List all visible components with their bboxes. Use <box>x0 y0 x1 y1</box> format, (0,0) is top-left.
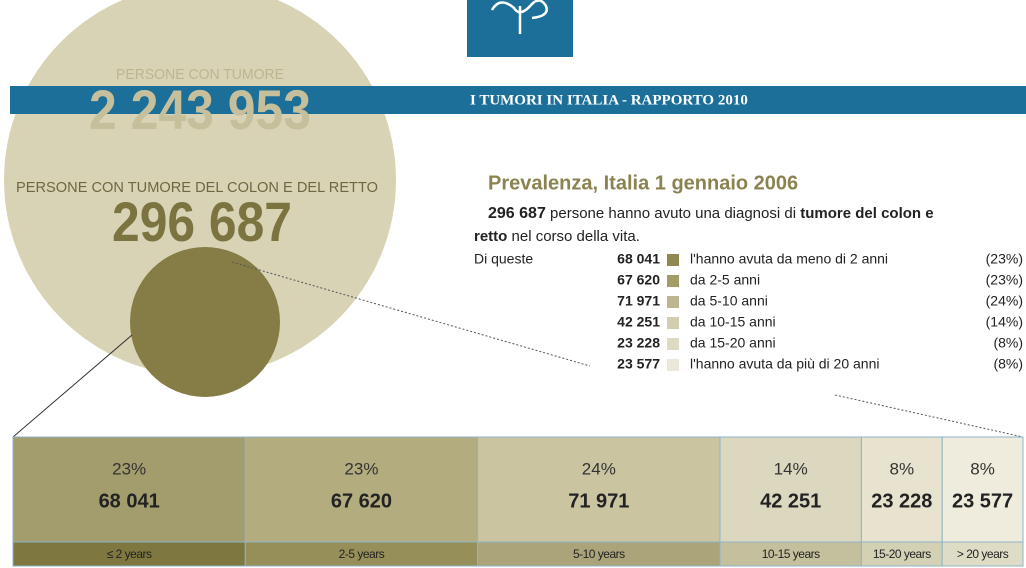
segment <box>12 436 246 543</box>
row-label: l'hanno avuta da più di 20 anni <box>690 356 880 372</box>
colon-circle <box>130 247 280 397</box>
segment-count: 23 577 <box>952 490 1013 512</box>
segment <box>477 436 721 543</box>
row-label: da 5-10 anni <box>690 293 768 309</box>
row-swatch <box>667 296 679 308</box>
lead: Di queste <box>474 251 533 267</box>
total-value: 2 243 953 <box>89 78 311 141</box>
row-swatch <box>667 359 679 371</box>
row-count: 42 251 <box>617 314 660 330</box>
row-swatch <box>667 338 679 350</box>
segment <box>860 436 943 543</box>
segment <box>244 436 479 543</box>
row-swatch <box>667 317 679 329</box>
segment-pct: 23% <box>112 459 146 478</box>
row-count: 68 041 <box>617 251 660 267</box>
row-count: 71 971 <box>617 293 660 309</box>
row-pct: (14%) <box>986 314 1023 330</box>
row-pct: (23%) <box>986 251 1023 267</box>
segment-foot <box>477 541 721 567</box>
segment-pct: 23% <box>344 459 378 478</box>
summary-title: Prevalenza, Italia 1 gennaio 2006 <box>488 172 798 194</box>
segment <box>941 436 1024 543</box>
colon-value: 296 687 <box>112 190 292 253</box>
segment-count: 23 228 <box>871 490 932 512</box>
banner <box>10 86 1026 114</box>
row-label: da 10-15 anni <box>690 314 776 330</box>
row-label: da 15-20 anni <box>690 335 776 351</box>
row-swatch <box>667 275 679 287</box>
row-label: l'hanno avuta da meno di 2 anni <box>690 251 888 267</box>
segment-range: 2-5 years <box>339 547 385 561</box>
segment-range: ≤ 2 years <box>107 547 152 561</box>
row-pct: (8%) <box>993 335 1023 351</box>
segment-count: 68 041 <box>99 490 160 512</box>
segment-pct: 14% <box>774 459 808 478</box>
summary-text: 296 687 persone hanno avuto una diagnosi… <box>488 205 934 222</box>
segment-pct: 24% <box>582 459 616 478</box>
colon-label: PERSONE CON TUMORE DEL COLON E DEL RETTO <box>16 179 378 196</box>
segment-range: 15-20 years <box>873 547 931 561</box>
segment-foot <box>941 541 1024 567</box>
summary-text: retto nel corso della vita. <box>474 228 640 245</box>
row-pct: (24%) <box>986 293 1023 309</box>
row-count: 23 228 <box>617 335 660 351</box>
segment-foot <box>244 541 479 567</box>
segment <box>719 436 862 543</box>
segment-pct: 8% <box>890 459 915 478</box>
logo-mark <box>490 0 548 34</box>
segment-count: 67 620 <box>331 490 392 512</box>
total-label: PERSONE CON TUMORE <box>116 66 284 83</box>
segment-count: 71 971 <box>568 490 629 512</box>
segment-range: 10-15 years <box>762 547 820 561</box>
row-count: 67 620 <box>617 272 660 288</box>
banner-title: I TUMORI IN ITALIA - RAPPORTO 2010 <box>470 92 748 108</box>
connector <box>834 394 1024 438</box>
row-pct: (23%) <box>986 272 1023 288</box>
segment-range: 5-10 years <box>573 547 625 561</box>
segment-range: > 20 years <box>957 547 1009 561</box>
segment-foot <box>860 541 943 567</box>
segment-foot <box>12 541 246 567</box>
segment-count: 42 251 <box>760 490 821 512</box>
row-count: 23 577 <box>617 356 660 372</box>
row-swatch <box>667 254 679 266</box>
row-label: da 2-5 anni <box>690 272 760 288</box>
segment-pct: 8% <box>970 459 995 478</box>
row-pct: (8%) <box>993 356 1023 372</box>
connector <box>12 334 133 438</box>
